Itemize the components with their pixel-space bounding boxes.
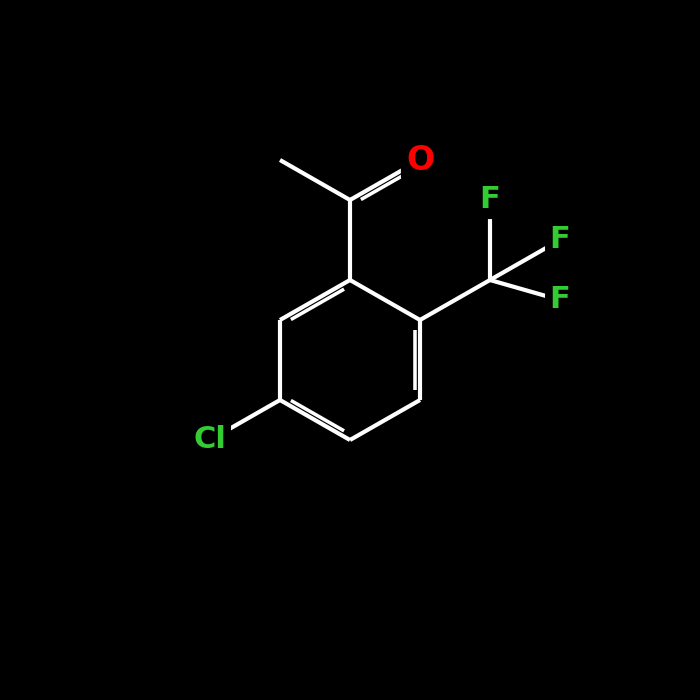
Text: F: F — [480, 186, 500, 214]
Text: Cl: Cl — [194, 426, 226, 454]
Text: F: F — [550, 225, 570, 255]
Text: F: F — [550, 286, 570, 314]
Text: O: O — [406, 144, 434, 176]
